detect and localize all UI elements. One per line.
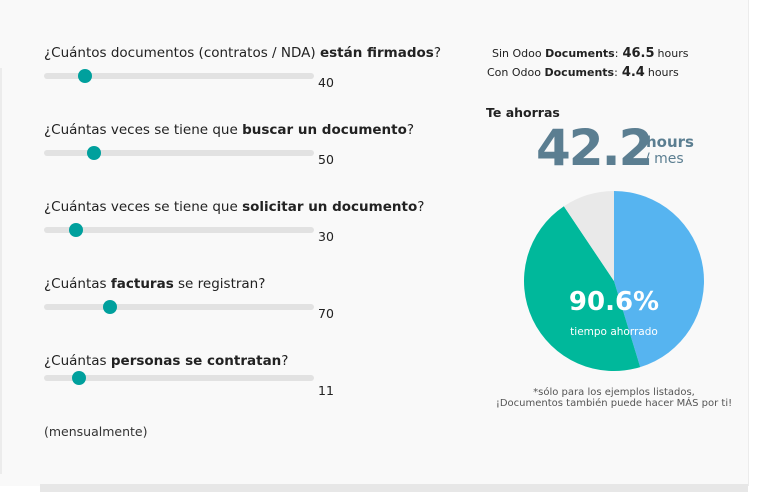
slider-track[interactable] bbox=[44, 69, 314, 83]
slider-track[interactable] bbox=[44, 300, 314, 314]
question-documents-signed: ¿Cuántos documentos (contratos / NDA) es… bbox=[44, 44, 464, 90]
savings-title: Te ahorras bbox=[486, 105, 560, 120]
slider-thumb[interactable] bbox=[77, 69, 92, 83]
pie-subtitle: tiempo ahorrado bbox=[570, 326, 658, 338]
question-search-document: ¿Cuántas veces se tiene que buscar un do… bbox=[44, 121, 464, 167]
savings-value: 42.2 bbox=[536, 119, 653, 177]
pie-percent: 90.6% bbox=[568, 287, 660, 317]
slider-value: 30 bbox=[318, 229, 334, 244]
slider-value: 70 bbox=[318, 306, 334, 321]
question-label: ¿Cuántas veces se tiene que buscar un do… bbox=[44, 122, 415, 138]
pie-slice-remaining bbox=[563, 191, 614, 281]
slider-track[interactable] bbox=[44, 146, 314, 160]
card-shadow bbox=[40, 484, 748, 492]
slider-thumb[interactable] bbox=[69, 223, 84, 237]
slider-value: 50 bbox=[318, 152, 334, 167]
question-label: ¿Cuántas personas se contratan? bbox=[44, 353, 289, 369]
slider-track[interactable] bbox=[44, 371, 314, 385]
pie-chart bbox=[524, 191, 704, 371]
monthly-note: (mensualmente) bbox=[44, 424, 148, 439]
question-invoices: ¿Cuántas facturas se registran? 70 bbox=[44, 275, 464, 321]
question-hires: ¿Cuántas personas se contratan? 11 bbox=[44, 352, 464, 398]
time-saved-pie: 90.6% tiempo ahorrado bbox=[523, 190, 705, 372]
slider-thumb[interactable] bbox=[72, 371, 87, 385]
savings-per-month: / mes bbox=[645, 151, 684, 167]
comparison-with: Con Odoo Documents: 4.4 hours bbox=[487, 65, 679, 80]
slider-value: 11 bbox=[318, 383, 334, 398]
slider-track[interactable] bbox=[44, 223, 314, 237]
card-left-border bbox=[0, 68, 2, 474]
slider-thumb[interactable] bbox=[86, 146, 101, 160]
pie-slice-saved-blue bbox=[614, 191, 704, 368]
slider-value: 40 bbox=[318, 75, 334, 90]
question-label: ¿Cuántos documentos (contratos / NDA) es… bbox=[44, 45, 442, 61]
slider-thumb[interactable] bbox=[103, 300, 118, 314]
comparison-without: Sin Odoo Documents: 46.5 hours bbox=[492, 46, 689, 61]
disclaimer-line-2: ¡Documentos también puede hacer MÁS por … bbox=[495, 398, 733, 409]
question-label: ¿Cuántas facturas se registran? bbox=[44, 276, 266, 292]
pie-slice-saved-teal bbox=[524, 206, 641, 371]
savings-unit: hours bbox=[646, 133, 694, 151]
question-request-document: ¿Cuántas veces se tiene que solicitar un… bbox=[44, 198, 464, 244]
question-label: ¿Cuántas veces se tiene que solicitar un… bbox=[44, 199, 425, 215]
disclaimer-line-1: *sólo para los ejemplos listados, bbox=[533, 387, 695, 398]
